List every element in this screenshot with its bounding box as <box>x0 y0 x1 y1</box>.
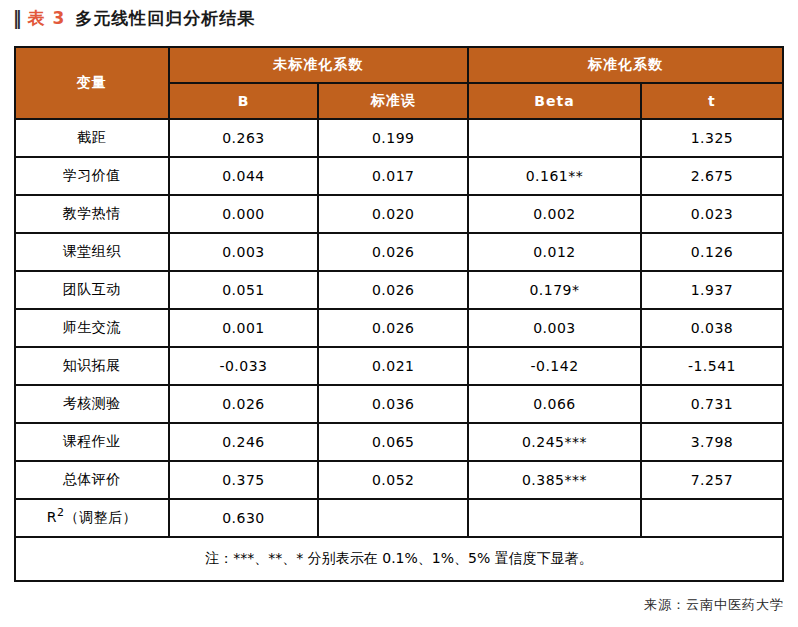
cell-beta: 0.179* <box>468 271 641 309</box>
cell-se: 0.026 <box>318 309 468 347</box>
cell-b: 0.001 <box>169 309 319 347</box>
cell-variable: 知识拓展 <box>15 347 169 385</box>
cell-variable: 截距 <box>15 119 169 157</box>
cell-b: 0.375 <box>169 461 319 499</box>
table-row: 知识拓展-0.0330.021-0.142-1.541 <box>15 347 783 385</box>
cell-variable: 师生交流 <box>15 309 169 347</box>
cell-b: 0.026 <box>169 385 319 423</box>
table-row: 总体评价0.3750.0520.385***7.257 <box>15 461 783 499</box>
header-t: t <box>641 83 783 119</box>
cell-t: 0.038 <box>641 309 783 347</box>
header-row-groups: 变量 未标准化系数 标准化系数 <box>15 47 783 83</box>
cell-t: 7.257 <box>641 461 783 499</box>
cell-t: 0.126 <box>641 233 783 271</box>
header-unstandardized-group: 未标准化系数 <box>169 47 469 83</box>
table-footer: 注：***、**、* 分别表示在 0.1%、1%、5% 置信度下显著。 <box>15 537 783 581</box>
cell-b: -0.033 <box>169 347 319 385</box>
cell-beta: 0.245*** <box>468 423 641 461</box>
cell-t <box>641 499 783 537</box>
regression-table: 变量 未标准化系数 标准化系数 B 标准误 Beta t 截距0.2630.19… <box>14 46 784 582</box>
table-row: 课堂组织0.0030.0260.0120.126 <box>15 233 783 271</box>
regression-table-container: 变量 未标准化系数 标准化系数 B 标准误 Beta t 截距0.2630.19… <box>14 46 784 582</box>
cell-beta: 0.002 <box>468 195 641 233</box>
source-attribution: 来源：云南中医药大学 <box>644 596 784 614</box>
cell-beta: 0.003 <box>468 309 641 347</box>
table-title-text: 多元线性回归分析结果 <box>75 7 255 30</box>
page: ‖ 表 3 多元线性回归分析结果 变量 未标准化系数 标准化系数 B 标准 <box>0 0 798 627</box>
cell-beta: 0.385*** <box>468 461 641 499</box>
cell-t: 0.731 <box>641 385 783 423</box>
cell-se: 0.026 <box>318 233 468 271</box>
cell-se: 0.199 <box>318 119 468 157</box>
cell-beta <box>468 499 641 537</box>
table-header: 变量 未标准化系数 标准化系数 B 标准误 Beta t <box>15 47 783 119</box>
cell-beta: 0.012 <box>468 233 641 271</box>
cell-t: 0.023 <box>641 195 783 233</box>
cell-variable: R2（调整后） <box>15 499 169 537</box>
table-row: 考核测验0.0260.0360.0660.731 <box>15 385 783 423</box>
cell-t: 3.798 <box>641 423 783 461</box>
header-std-error: 标准误 <box>318 83 468 119</box>
title-marker-icon: ‖ <box>13 7 23 29</box>
cell-variable: 考核测验 <box>15 385 169 423</box>
cell-variable: 总体评价 <box>15 461 169 499</box>
cell-se: 0.026 <box>318 271 468 309</box>
cell-se: 0.036 <box>318 385 468 423</box>
cell-t: 1.937 <box>641 271 783 309</box>
table-row: 团队互动0.0510.0260.179*1.937 <box>15 271 783 309</box>
cell-variable: 课程作业 <box>15 423 169 461</box>
table-row: 师生交流0.0010.0260.0030.038 <box>15 309 783 347</box>
table-row: R2（调整后）0.630 <box>15 499 783 537</box>
cell-se: 0.065 <box>318 423 468 461</box>
cell-b: 0.000 <box>169 195 319 233</box>
table-number-label: 表 3 <box>28 7 66 30</box>
cell-beta <box>468 119 641 157</box>
cell-se: 0.017 <box>318 157 468 195</box>
cell-se: 0.020 <box>318 195 468 233</box>
table-body: 截距0.2630.1991.325学习价值0.0440.0170.161**2.… <box>15 119 783 537</box>
cell-b: 0.003 <box>169 233 319 271</box>
cell-t: 2.675 <box>641 157 783 195</box>
header-beta: Beta <box>468 83 641 119</box>
significance-note: 注：***、**、* 分别表示在 0.1%、1%、5% 置信度下显著。 <box>15 537 783 581</box>
cell-b: 0.263 <box>169 119 319 157</box>
header-variable: 变量 <box>15 47 169 119</box>
cell-variable: 课堂组织 <box>15 233 169 271</box>
cell-se: 0.052 <box>318 461 468 499</box>
table-title: ‖ 表 3 多元线性回归分析结果 <box>13 7 255 30</box>
cell-beta: 0.161** <box>468 157 641 195</box>
cell-beta: -0.142 <box>468 347 641 385</box>
cell-se <box>318 499 468 537</box>
cell-beta: 0.066 <box>468 385 641 423</box>
cell-variable: 教学热情 <box>15 195 169 233</box>
cell-b: 0.051 <box>169 271 319 309</box>
table-row: 教学热情0.0000.0200.0020.023 <box>15 195 783 233</box>
table-row: 学习价值0.0440.0170.161**2.675 <box>15 157 783 195</box>
table-row: 课程作业0.2460.0650.245***3.798 <box>15 423 783 461</box>
cell-b: 0.044 <box>169 157 319 195</box>
cell-se: 0.021 <box>318 347 468 385</box>
cell-b: 0.246 <box>169 423 319 461</box>
cell-t: 1.325 <box>641 119 783 157</box>
note-row: 注：***、**、* 分别表示在 0.1%、1%、5% 置信度下显著。 <box>15 537 783 581</box>
table-row: 截距0.2630.199 1.325 <box>15 119 783 157</box>
header-b: B <box>169 83 319 119</box>
cell-variable: 团队互动 <box>15 271 169 309</box>
cell-variable: 学习价值 <box>15 157 169 195</box>
cell-b: 0.630 <box>169 499 319 537</box>
header-standardized-group: 标准化系数 <box>468 47 783 83</box>
cell-t: -1.541 <box>641 347 783 385</box>
